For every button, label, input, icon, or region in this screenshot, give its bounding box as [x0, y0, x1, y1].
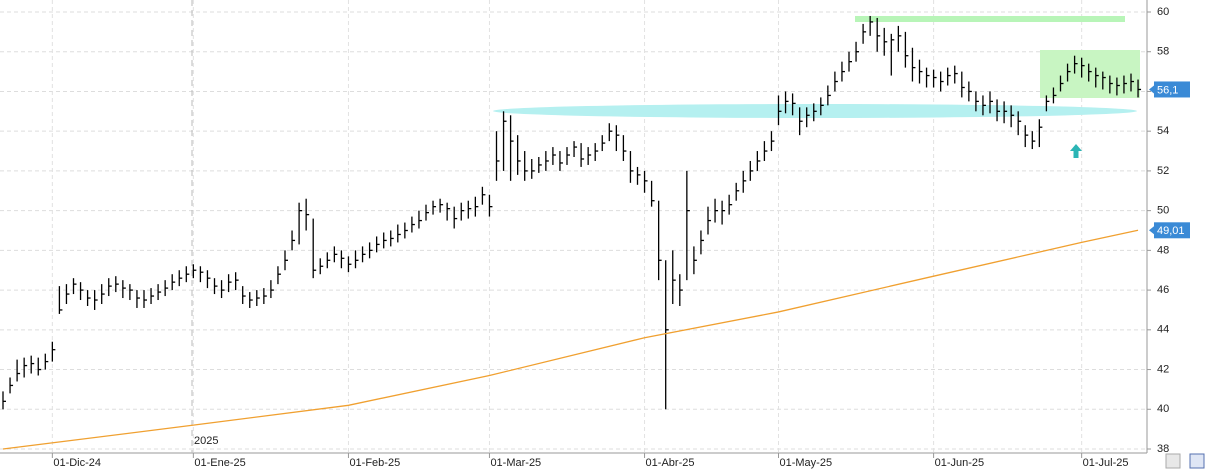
average-label-box [1154, 222, 1190, 239]
up-arrow [1070, 144, 1082, 158]
x-tick-label: 01-May-25 [780, 457, 833, 469]
toolbar-button[interactable] [1165, 453, 1181, 469]
x-tick-label: 01-Mar-25 [490, 457, 541, 469]
last-price-label: 56,1 [1157, 84, 1178, 96]
y-tick-label: 38 [1157, 443, 1169, 455]
x-tick-label: 01-Jun-25 [935, 457, 985, 469]
y-tick-label: 42 [1157, 363, 1169, 375]
average-label: 49,01 [1157, 225, 1185, 237]
y-tick-label: 44 [1157, 324, 1169, 336]
last-price-label-pointer [1149, 85, 1154, 94]
moving-average [2, 229, 1139, 450]
consolidation-box [1040, 50, 1140, 98]
x-tick-label: 01-Ene-25 [194, 457, 245, 469]
plot [2, 15, 1142, 450]
y-tick-label: 50 [1157, 205, 1169, 217]
y-tick-label: 60 [1157, 6, 1169, 18]
x-tick-label: 01-Feb-25 [349, 457, 400, 469]
resistance-band [855, 16, 1125, 22]
average-label-pointer [1149, 226, 1154, 235]
x-tick-label: 01-Jul-25 [1083, 457, 1129, 469]
last-price-label-box [1154, 81, 1190, 98]
year-label: 2025 [194, 435, 218, 447]
y-tick-label: 46 [1157, 284, 1169, 296]
y-tick-label: 40 [1157, 403, 1169, 415]
y-tick-label: 48 [1157, 244, 1169, 256]
y-tick-label: 52 [1157, 165, 1169, 177]
x-tick-label: 01-Dic-24 [53, 457, 101, 469]
save-button[interactable] [1189, 453, 1205, 469]
y-tick-label: 54 [1157, 125, 1169, 137]
grid [0, 0, 1147, 453]
y-tick-label: 58 [1157, 46, 1169, 58]
x-tick-label: 01-Abr-25 [646, 457, 695, 469]
